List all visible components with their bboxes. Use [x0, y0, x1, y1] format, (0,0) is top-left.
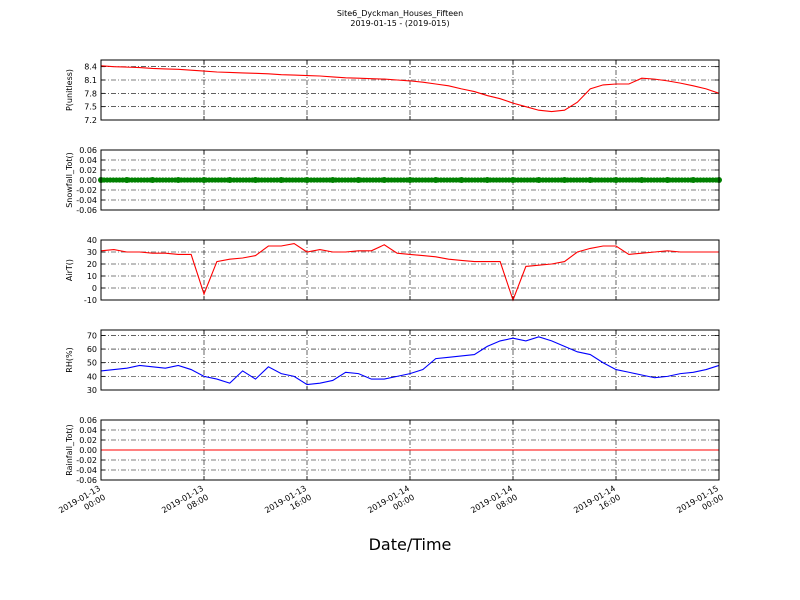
panel: 30 40 50 60 70 RH(%) — [65, 329, 720, 395]
y-tick-label: 7.2 — [84, 116, 97, 125]
y-axis-label: RH(%) — [65, 347, 74, 372]
y-tick-label: -0.02 — [76, 456, 97, 465]
panel: -0.06-0.04-0.020.000.020.040.06 Snowfall_… — [65, 146, 722, 215]
y-tick-label: 40 — [87, 236, 97, 245]
y-tick-label: 7.8 — [84, 89, 97, 98]
y-tick-label: 20 — [87, 260, 97, 269]
chart-subtitle: 2019-01-15 - (2019-015) — [350, 19, 449, 28]
data-line — [100, 243, 719, 302]
x-axis-label: Date/Time — [369, 535, 452, 554]
y-tick-label: -0.04 — [76, 196, 97, 205]
y-tick-label: 10 — [87, 272, 97, 281]
y-tick-label: 30 — [87, 248, 97, 257]
y-tick-label: 7.5 — [84, 103, 97, 112]
panel: 7.2 7.5 7.8 8.1 8.4 P(unitless) — [65, 59, 720, 125]
y-tick-label: 0.04 — [79, 426, 97, 435]
y-tick-label: 8.1 — [84, 76, 97, 85]
plot-frame — [100, 149, 720, 211]
y-tick-label: 0.00 — [79, 446, 97, 455]
plot-frame — [100, 419, 720, 481]
data-line — [100, 336, 720, 386]
y-tick-label: 50 — [87, 359, 97, 368]
y-tick-label: 8.4 — [84, 63, 97, 72]
y-tick-label: 0.02 — [79, 436, 97, 445]
y-axis-label: P(unitless) — [65, 69, 74, 111]
y-tick-label: 0.04 — [79, 156, 97, 165]
y-tick-label: 0 — [92, 284, 97, 293]
y-tick-label: 70 — [87, 331, 97, 340]
y-axis-label: AirT() — [65, 259, 74, 281]
y-tick-label: -0.02 — [76, 186, 97, 195]
y-axis-label: Snowfall_Tot() — [65, 152, 74, 208]
y-tick-label: -0.06 — [76, 476, 97, 485]
plot-frame — [100, 329, 720, 391]
chart-title: Site6_Dyckman_Houses_Fifteen — [337, 9, 463, 18]
y-tick-label: 0.00 — [79, 176, 97, 185]
panel: -10 0 10 20 30 40 AirT() — [65, 236, 720, 305]
y-tick-label: 0.06 — [79, 146, 97, 155]
y-tick-label: 40 — [87, 372, 97, 381]
y-tick-label: 0.02 — [79, 166, 97, 175]
y-tick-label: 60 — [87, 345, 97, 354]
plot-frame — [100, 239, 720, 301]
data-line — [100, 65, 720, 113]
y-tick-label: -10 — [84, 296, 97, 305]
y-axis-label: Rainfall_Tot() — [65, 424, 74, 476]
plot-frame — [100, 59, 720, 121]
y-tick-label: 0.06 — [79, 416, 97, 425]
y-tick-label: 30 — [87, 386, 97, 395]
y-tick-label: -0.06 — [76, 206, 97, 215]
y-tick-label: -0.04 — [76, 466, 97, 475]
